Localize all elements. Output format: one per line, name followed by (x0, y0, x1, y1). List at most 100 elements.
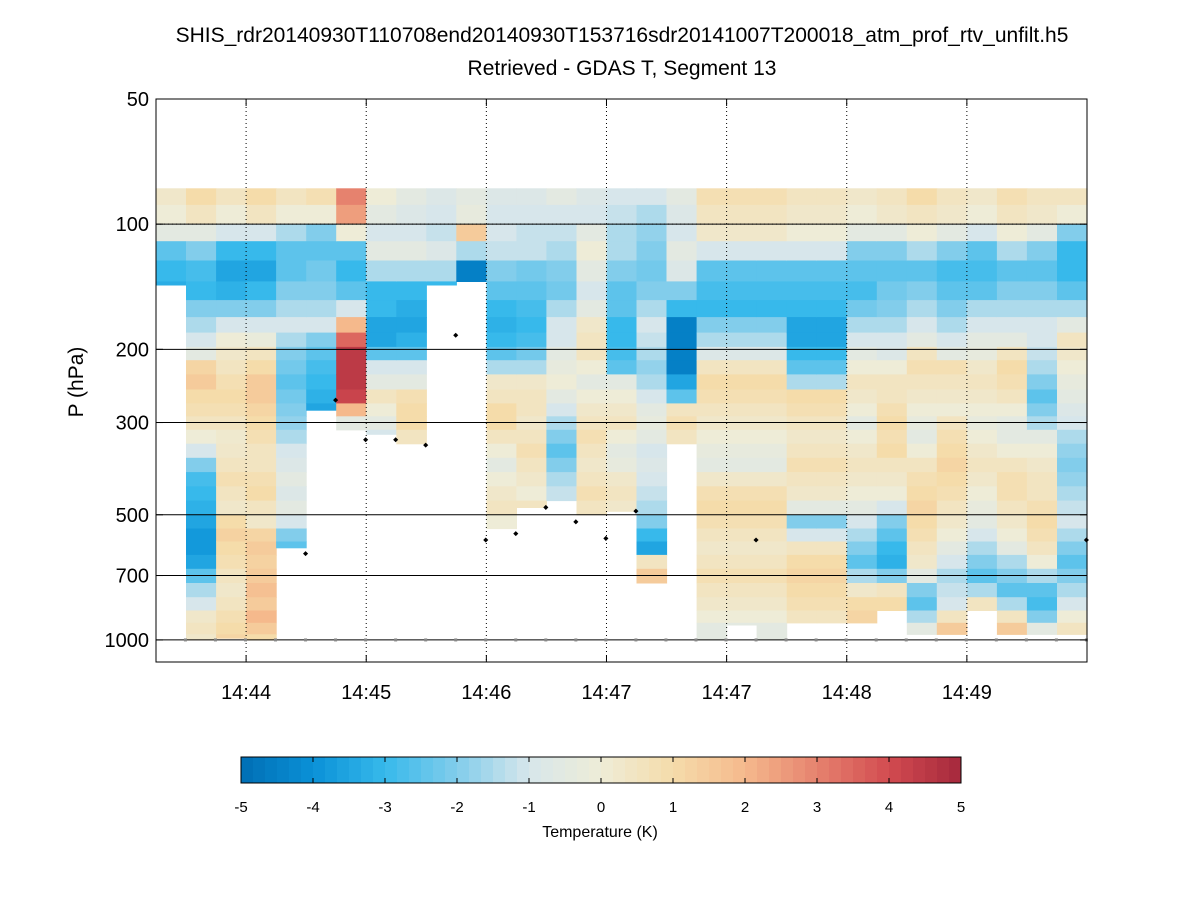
colorbar-swatch (649, 757, 662, 783)
heatmap-cell (216, 204, 247, 225)
base-marker (694, 638, 698, 642)
heatmap-cell (1057, 610, 1088, 624)
heatmap-cell (396, 317, 427, 334)
heatmap-cell (306, 300, 337, 318)
heatmap-cell (1057, 528, 1088, 542)
heatmap-cell (996, 281, 1028, 301)
colorbar-swatch (829, 757, 842, 783)
heatmap-cell (996, 429, 1028, 445)
heatmap-cell (816, 360, 848, 375)
heatmap-cell (666, 403, 698, 417)
heatmap-cell (846, 300, 878, 318)
heatmap-cell (936, 554, 968, 570)
y-tick-label: 200 (116, 339, 149, 361)
base-marker (364, 638, 368, 642)
heatmap-cell (966, 500, 998, 516)
heatmap-cell (726, 346, 758, 361)
base-marker (664, 638, 668, 642)
heatmap-cell (936, 568, 968, 584)
heatmap-cell (186, 457, 217, 473)
surface-marker (603, 535, 609, 541)
heatmap-cell (726, 360, 758, 375)
heatmap-cell (1026, 472, 1058, 487)
heatmap-cell (186, 260, 217, 282)
heatmap-cell (756, 610, 788, 624)
heatmap-cell (996, 317, 1028, 334)
heatmap-cell (336, 281, 367, 301)
heatmap-cell (726, 332, 758, 348)
colorbar-swatch (301, 757, 314, 783)
heatmap-cell (846, 554, 878, 570)
heatmap-cell (546, 346, 577, 361)
heatmap-cell (936, 281, 968, 301)
heatmap-cell (486, 457, 517, 473)
heatmap-cell (546, 188, 577, 206)
base-marker (243, 638, 247, 642)
heatmap-cell (636, 281, 668, 301)
heatmap-cell (606, 223, 638, 242)
colorbar-swatch (433, 757, 446, 783)
heatmap-cell (906, 597, 938, 611)
heatmap-cell (846, 223, 878, 242)
heatmap-cell (216, 281, 247, 301)
heatmap-cell (666, 317, 698, 334)
heatmap-cell (846, 597, 878, 611)
heatmap-cell (906, 241, 938, 262)
heatmap-cell (216, 260, 247, 282)
heatmap-cell (726, 223, 758, 242)
colorbar-ticks: -5 -4 -3 -2 -1 0 1 2 3 4 5 (234, 757, 965, 816)
heatmap-cell (486, 346, 517, 361)
colorbar-swatch (877, 757, 890, 783)
colorbar-swatch (865, 757, 878, 783)
heatmap-cell (816, 223, 848, 242)
heatmap-cell (276, 317, 307, 334)
heatmap-cell (786, 281, 818, 301)
heatmap-cell (966, 241, 998, 262)
heatmap-cell (516, 443, 547, 459)
colorbar-tick-label: -3 (378, 799, 391, 816)
heatmap-cell (876, 568, 908, 584)
heatmap-cell (756, 204, 788, 225)
heatmap-cell (996, 622, 1028, 635)
heatmap-cell (276, 281, 307, 301)
heatmap-cell (576, 204, 608, 225)
base-marker (934, 638, 938, 642)
heatmap-cell (456, 260, 487, 282)
heatmap-cell (636, 472, 668, 487)
colorbar-swatch (901, 757, 914, 783)
heatmap-cell (756, 260, 788, 282)
colorbar-swatch (373, 757, 386, 783)
heatmap-cell (606, 317, 638, 334)
heatmap-cell (246, 528, 277, 542)
heatmap-cell (1057, 389, 1088, 404)
heatmap-cell (216, 416, 247, 431)
heatmap-cell (456, 223, 487, 242)
heatmap-cell (786, 188, 818, 206)
heatmap-cell (876, 241, 908, 262)
heatmap-cell (876, 374, 908, 391)
heatmap-cell (636, 360, 668, 375)
heatmap-cell (846, 317, 878, 334)
heatmap-cell (546, 241, 577, 262)
heatmap-cell (216, 429, 247, 445)
heatmap-cell (696, 403, 728, 417)
heatmap-cell (396, 429, 427, 445)
heatmap-cell (216, 443, 247, 459)
colorbar-swatch (937, 757, 950, 783)
heatmap-cell (876, 389, 908, 404)
heatmap-cell (186, 360, 217, 375)
x-tick-label: 14:44 (221, 682, 271, 704)
heatmap-cell (186, 429, 217, 445)
base-marker (454, 638, 458, 642)
heatmap-cell (846, 332, 878, 348)
heatmap-cell (246, 204, 277, 225)
base-marker (514, 638, 518, 642)
heatmap-cell (606, 486, 638, 502)
heatmap-cell (546, 486, 577, 502)
heatmap-cell (246, 429, 277, 445)
heatmap-cell (906, 583, 938, 598)
heatmap-cell (186, 443, 217, 459)
colorbar-swatch (577, 757, 590, 783)
heatmap-cell (876, 583, 908, 598)
colorbar-swatch (601, 757, 614, 783)
